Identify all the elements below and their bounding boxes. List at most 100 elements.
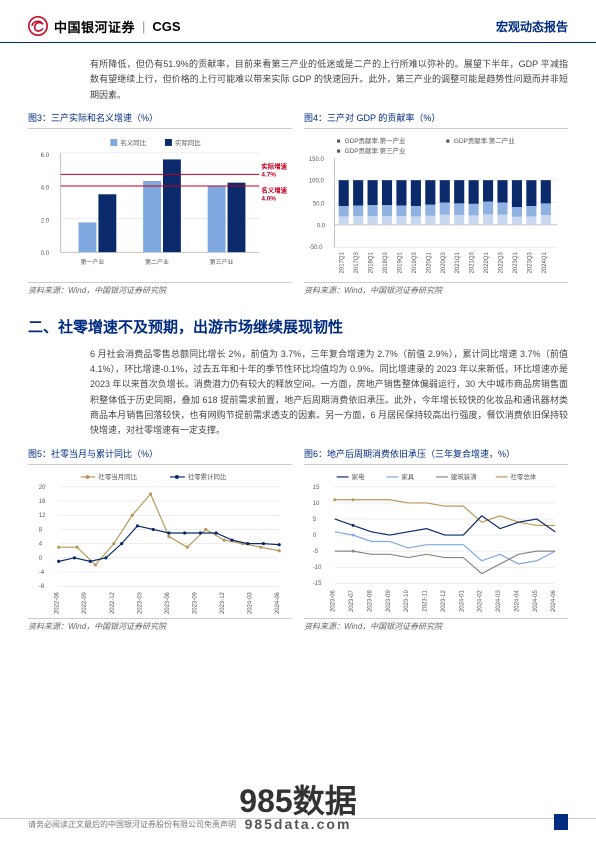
svg-text:2023-03: 2023-03 [137,591,143,614]
chart3-container: 图3：三产实际和名义增速（%） 6.0 4.0 2.0 0.0 名义同比 实际同… [28,109,292,296]
chart3-ref1-label: 名义增速 [261,185,287,194]
svg-text:8: 8 [39,527,43,533]
chart3-cat-0: 第一产业 [81,258,105,266]
svg-text:-10: -10 [313,565,322,571]
svg-text:6.0: 6.0 [41,153,50,159]
page-footer: 请务必阅读正文最后的中国银河证券股份有限公司免责声明 [0,818,596,830]
svg-text:2021Q3: 2021Q3 [470,251,476,273]
chart4-plot: ■ GDP贡献率:第一产业 ■ GDP贡献率:第二产业 ■ GDP贡献率:第三产业 1… [304,133,568,283]
chart4-source: 资料来源：Wind，中国银河证券研究院 [304,283,568,296]
continuation-paragraph: 有所降低，但仍有51.9%的贡献率，目前来看第三产业的低迷或是二产的上行所难以弥… [0,43,596,107]
svg-text:■: ■ [337,148,341,155]
svg-text:150.0: 150.0 [309,157,325,163]
svg-text:2020Q1: 2020Q1 [426,251,432,273]
svg-text:4: 4 [39,541,43,547]
svg-text:-50.0: -50.0 [309,245,323,251]
svg-text:2024-01: 2024-01 [459,589,465,612]
svg-text:2023Q1: 2023Q1 [513,251,519,273]
svg-text:■: ■ [337,138,341,145]
galaxy-swirl-icon [28,16,48,36]
svg-text:2022Q1: 2022Q1 [484,251,490,273]
svg-text:2022-09: 2022-09 [82,591,88,614]
svg-text:2023-06: 2023-06 [165,591,171,614]
svg-text:2022-06: 2022-06 [55,591,61,614]
svg-text:0: 0 [313,533,317,539]
svg-text:GDP贡献率:第一产业: GDP贡献率:第一产业 [345,136,406,145]
svg-text:2017Q1: 2017Q1 [340,251,346,273]
svg-text:GDP贡献率:第二产业: GDP贡献率:第二产业 [454,136,515,145]
doc-type-label: 宏观动态报告 [496,18,568,35]
svg-text:2024-06: 2024-06 [275,591,281,614]
chart3-cat-1: 第二产业 [145,258,169,266]
chart5-source: 资料来源：Wind，中国银河证券研究院 [28,619,292,632]
svg-text:2023-08: 2023-08 [367,589,373,612]
svg-text:2024-06: 2024-06 [551,589,557,612]
svg-text:2023-09: 2023-09 [386,589,392,612]
chart3-source: 资料来源：Wind，中国银河证券研究院 [28,283,292,296]
svg-text:2023-12: 2023-12 [220,591,226,614]
svg-text:家电: 家电 [352,472,365,481]
svg-text:0.0: 0.0 [41,251,50,257]
svg-text:50.0: 50.0 [313,201,325,207]
footer-disclaimer: 请务必阅读正文最后的中国银河证券股份有限公司免责声明 [28,819,236,830]
chart4-container: 图4：三产对 GDP 的贡献率（%） ■GDP贡献率:第一产业 ■GDP贡献率:… [304,109,568,296]
svg-text:2023-12: 2023-12 [441,589,447,612]
chart3-ref0-val: 4.7% [261,172,276,179]
svg-text:15: 15 [313,485,320,491]
page-header: 中国银河证券 | CGS 宏观动态报告 [0,0,596,43]
chart5-title: 图5：社零当月与累计同比（%） [28,445,292,465]
chart6-title: 图6：地产后周期消费依旧承压（三年复合增速，%） [304,445,568,465]
page-number-block [554,814,568,830]
svg-text:5: 5 [313,517,317,523]
section2-paragraph: 6 月社会消费品零售总额同比增长 2%，前值为 3.7%，三年复合增速为 2.7… [0,347,596,443]
svg-text:12: 12 [39,513,46,519]
svg-text:0.0: 0.0 [317,223,326,229]
watermark-main: 985数据 [239,783,356,819]
svg-text:-8: -8 [39,584,45,590]
svg-text:2017Q3: 2017Q3 [354,251,360,273]
svg-text:2023-11: 2023-11 [423,589,429,611]
chart5-container: 图5：社零当月与累计同比（%） 社零当月同比 社零累计同比 -8 -4 0 4 8 12 1… [28,445,292,632]
chart5-plot: 社零当月同比 社零累计同比 -8 -4 0 4 8 12 16 20 2022-06 2022-… [28,469,292,619]
svg-text:家具: 家具 [401,472,414,481]
svg-text:4.0: 4.0 [41,186,50,192]
svg-text:2024-03: 2024-03 [248,591,254,614]
svg-text:2024-05: 2024-05 [533,589,539,612]
svg-text:20: 20 [39,485,46,491]
svg-text:社零当月同比: 社零当月同比 [98,472,137,481]
svg-text:2023-10: 2023-10 [404,589,410,612]
charts-row-1: 图3：三产实际和名义增速（%） 6.0 4.0 2.0 0.0 名义同比 实际同… [0,107,596,298]
svg-text:100.0: 100.0 [309,179,325,185]
svg-text:社零累计同比: 社零累计同比 [188,472,227,481]
svg-text:-4: -4 [39,570,45,576]
svg-text:16: 16 [39,499,46,505]
chart3-legend-0: 名义同比 [120,138,146,147]
chart3-cat-2: 第三产业 [210,258,234,266]
svg-text:0: 0 [39,555,43,561]
brand-logo-block: 中国银河证券 | CGS [28,16,181,36]
svg-text:■: ■ [446,138,450,145]
svg-text:2018Q3: 2018Q3 [383,251,389,273]
svg-text:2021Q1: 2021Q1 [455,251,461,273]
svg-text:-15: -15 [313,581,322,587]
svg-text:2023-09: 2023-09 [193,591,199,614]
chart6-container: 图6：地产后周期消费依旧承压（三年复合增速，%） 家电 家具 建筑装潢 社零总体… [304,445,568,632]
svg-text:2024-02: 2024-02 [478,589,484,612]
chart3-ref1-val: 4.0% [261,195,276,202]
brand-name-cn: 中国银河证券 [54,17,135,36]
svg-text:建筑装潢: 建筑装潢 [451,472,477,481]
brand-divider: | [142,19,145,34]
svg-text:2022Q3: 2022Q3 [499,251,505,273]
chart6-source: 资料来源：Wind，中国银河证券研究院 [304,619,568,632]
svg-text:10: 10 [313,501,320,507]
svg-text:2023-07: 2023-07 [349,589,355,612]
chart3-title: 图3：三产实际和名义增速（%） [28,109,292,129]
svg-text:GDP贡献率:第三产业: GDP贡献率:第三产业 [345,146,406,155]
svg-text:2023-06: 2023-06 [331,589,337,612]
charts-row-2: 图5：社零当月与累计同比（%） 社零当月同比 社零累计同比 -8 -4 0 4 8 12 1… [0,443,596,634]
chart3-plot: 6.0 4.0 2.0 0.0 名义同比 实际同比 [28,133,292,283]
svg-text:2023Q3: 2023Q3 [527,251,533,273]
svg-text:2022-12: 2022-12 [110,591,116,614]
chart3-ref0-label: 实际增速 [261,162,287,171]
chart6-plot: 家电 家具 建筑装潢 社零总体 -15-10-5051015 2023-0620… [304,469,568,619]
